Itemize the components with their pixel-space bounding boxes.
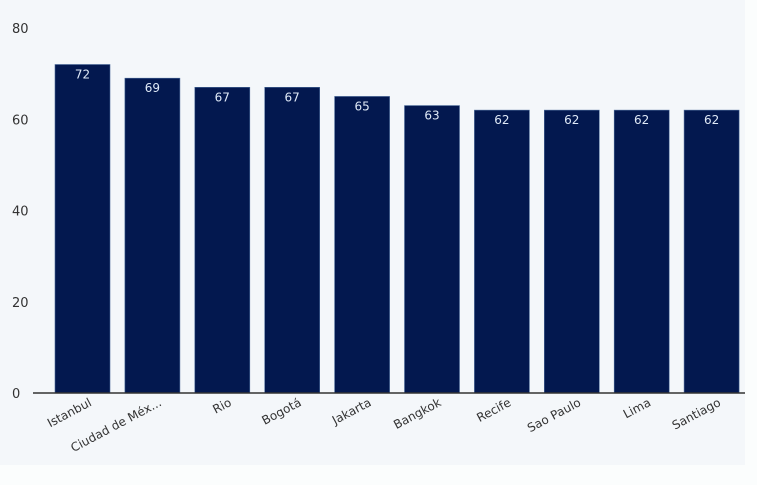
- y-tick-label: 60: [12, 113, 29, 128]
- bar-value-label: 67: [215, 90, 230, 104]
- bar: [54, 64, 111, 394]
- bar: [543, 109, 600, 394]
- bar: [194, 87, 251, 394]
- bar-value-label: 63: [424, 109, 439, 123]
- bar-value-label: 65: [354, 99, 369, 113]
- bar-value-label: 69: [145, 81, 160, 95]
- bar: [474, 109, 530, 394]
- bar-value-label: 67: [285, 90, 300, 104]
- bar-value-label: 62: [494, 113, 509, 127]
- bar-value-label: 72: [75, 68, 90, 82]
- y-tick-label: 40: [12, 205, 29, 220]
- y-tick-label: 0: [12, 387, 20, 402]
- bar: [264, 87, 321, 394]
- y-tick-label: 80: [12, 22, 29, 37]
- y-tick-label: 20: [12, 296, 29, 311]
- bar: [404, 105, 460, 394]
- bar: [124, 77, 181, 394]
- bar: [683, 109, 740, 394]
- bar-value-label: 62: [564, 113, 579, 127]
- bar: [613, 109, 670, 394]
- bar: [334, 96, 390, 394]
- bar-value-label: 62: [704, 113, 719, 127]
- bar-value-label: 62: [634, 113, 649, 127]
